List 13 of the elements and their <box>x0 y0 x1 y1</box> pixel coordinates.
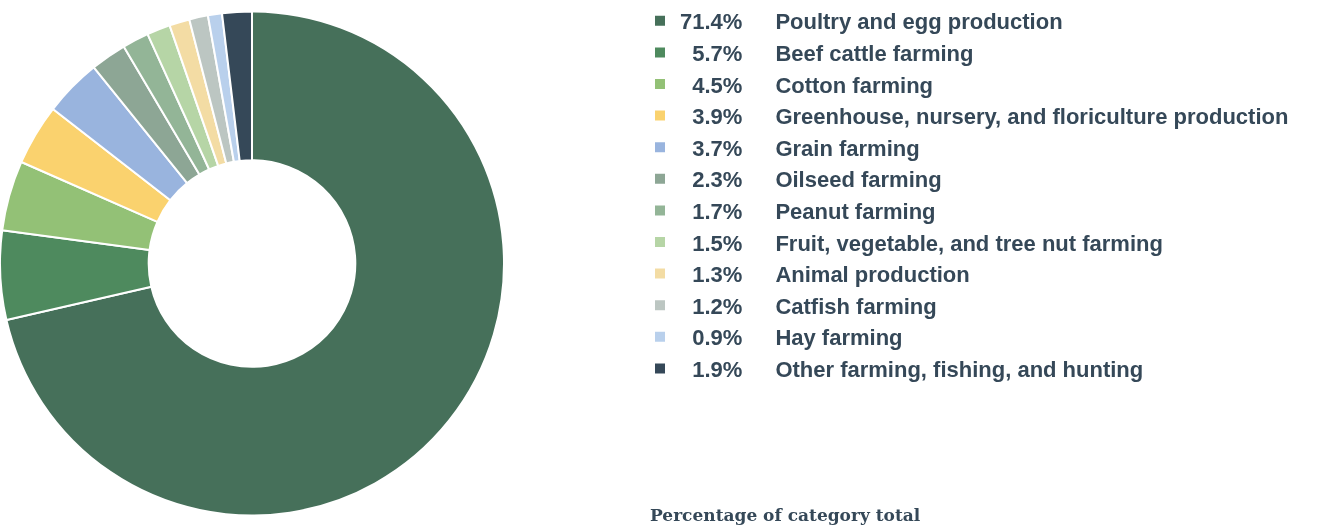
legend-label: 1.7% Peanut farming <box>680 198 936 224</box>
legend-label: 71.4% Poultry and egg production <box>680 9 1063 35</box>
legend-label: 2.3% Oilseed farming <box>680 167 942 193</box>
legend-label: 1.9% Other farming, fishing, and hunting <box>680 356 1144 382</box>
legend-label: 4.5% Cotton farming <box>680 72 934 98</box>
legend-label: 3.7% Grain farming <box>680 135 920 161</box>
legend-label: 5.7% Beef cattle farming <box>680 40 974 66</box>
legend-label: 1.3% Animal production <box>680 262 970 288</box>
text: Percentage of category total <box>650 505 921 525</box>
legend-label: 3.9% Greenhouse, nursery, and floriculture production <box>680 104 1289 130</box>
legend-label: 1.5% Fruit, vegetable, and tree nut farming <box>680 230 1163 256</box>
legend-label: 0.9% Hay farming <box>680 325 903 351</box>
legend-label: 1.2% Catfish farming <box>680 293 937 319</box>
